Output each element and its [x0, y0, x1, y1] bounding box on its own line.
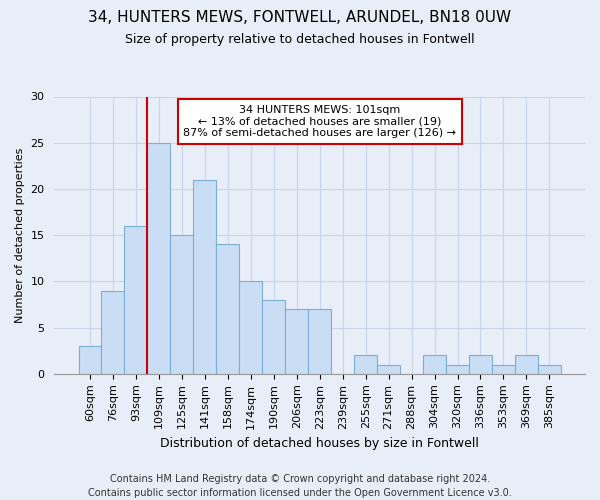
Bar	[124, 226, 148, 374]
Bar	[469, 356, 492, 374]
Text: 34, HUNTERS MEWS, FONTWELL, ARUNDEL, BN18 0UW: 34, HUNTERS MEWS, FONTWELL, ARUNDEL, BN1…	[88, 10, 512, 25]
Bar	[285, 309, 308, 374]
Text: 34 HUNTERS MEWS: 101sqm
← 13% of detached houses are smaller (19)
87% of semi-de: 34 HUNTERS MEWS: 101sqm ← 13% of detache…	[183, 105, 456, 138]
Bar	[217, 244, 239, 374]
Bar	[354, 356, 377, 374]
Bar	[308, 309, 331, 374]
Bar	[101, 290, 124, 374]
Bar	[446, 364, 469, 374]
Text: Contains HM Land Registry data © Crown copyright and database right 2024.
Contai: Contains HM Land Registry data © Crown c…	[88, 474, 512, 498]
Text: Size of property relative to detached houses in Fontwell: Size of property relative to detached ho…	[125, 32, 475, 46]
Bar	[262, 300, 285, 374]
Bar	[377, 364, 400, 374]
Bar	[170, 235, 193, 374]
Bar	[239, 282, 262, 374]
Bar	[515, 356, 538, 374]
X-axis label: Distribution of detached houses by size in Fontwell: Distribution of detached houses by size …	[160, 437, 479, 450]
Bar	[79, 346, 101, 374]
Bar	[492, 364, 515, 374]
Bar	[148, 142, 170, 374]
Bar	[193, 180, 217, 374]
Bar	[538, 364, 561, 374]
Y-axis label: Number of detached properties: Number of detached properties	[15, 148, 25, 323]
Bar	[423, 356, 446, 374]
